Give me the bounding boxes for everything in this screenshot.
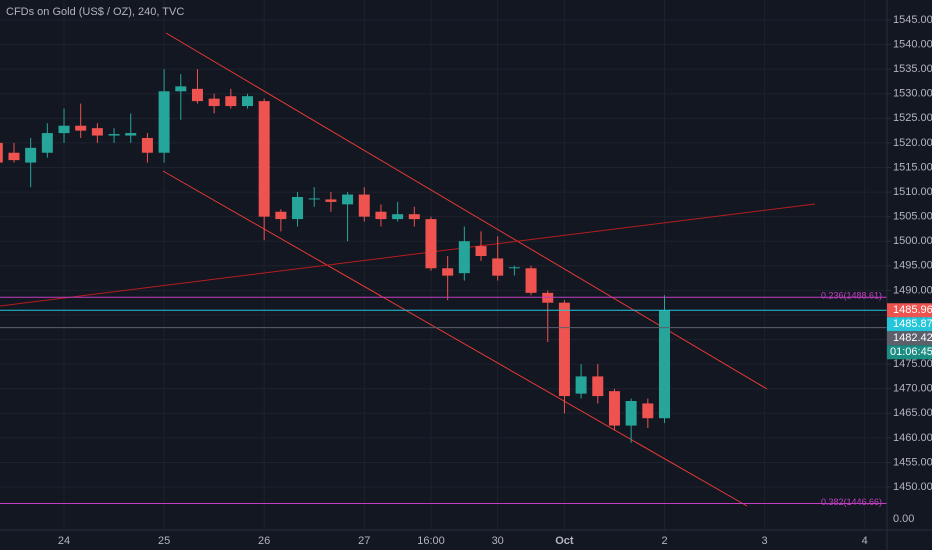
candle-body	[158, 91, 170, 153]
y-tick-label: 1520.00	[893, 137, 932, 149]
candle-body	[408, 214, 420, 220]
candle-body	[308, 198, 320, 200]
x-tick-label: 2	[661, 535, 667, 547]
candle-body	[608, 391, 620, 426]
candle-body	[542, 292, 554, 303]
candle-body	[508, 267, 520, 269]
candle-body	[325, 199, 337, 202]
candle-body	[375, 211, 387, 220]
candle-body	[242, 96, 253, 107]
candle-body	[659, 310, 670, 419]
candle-body	[75, 125, 87, 131]
candle-body	[0, 142, 3, 163]
candle-body	[492, 258, 504, 276]
y-tick-label: 1505.00	[893, 211, 932, 223]
candle-body	[458, 241, 470, 274]
candle-body	[575, 376, 587, 394]
candle-body	[191, 88, 203, 102]
candle-body	[25, 147, 37, 163]
candle-body	[8, 152, 20, 161]
y-tick-label: 1490.00	[893, 284, 932, 296]
price-tag	[887, 303, 932, 318]
candle-body	[275, 211, 287, 220]
y-tick-label: 1450.00	[893, 481, 932, 493]
candle-body	[625, 401, 637, 426]
chart-title: CFDs on Gold (US$ / OZ), 240, TVC	[6, 6, 184, 18]
candle-body	[475, 246, 487, 256]
candle-body	[41, 133, 53, 153]
x-tick-label: 4	[862, 535, 868, 547]
candle-body	[392, 214, 404, 220]
y-tick-label: 1540.00	[893, 38, 932, 50]
x-tick-label: 16:00	[417, 535, 445, 547]
candle-body	[108, 134, 120, 136]
y-tick-label: 1500.00	[893, 235, 932, 247]
candle-body	[125, 133, 137, 136]
candle-body	[91, 128, 103, 136]
y-tick-label: 1530.00	[893, 88, 932, 100]
candle-body	[558, 302, 570, 397]
countdown-label: 01:06:45	[890, 346, 932, 358]
candle-body	[208, 98, 220, 107]
price-tag-label: 1485.87	[893, 318, 932, 330]
price-tag-label: 1485.96	[893, 304, 932, 316]
y-tick-label: 1495.00	[893, 260, 932, 272]
y-tick-label: 1460.00	[893, 432, 932, 444]
y-tick-label: 1525.00	[893, 112, 932, 124]
price-tag-label: 1482.42	[893, 332, 932, 344]
x-tick-label: 3	[762, 535, 768, 547]
x-tick-label: 27	[358, 535, 370, 547]
y-tick-label: 1515.00	[893, 161, 932, 173]
fib-label: 0.382(1446.66)	[821, 497, 882, 507]
trend-line	[0, 203, 816, 307]
y-tick-label: 1545.00	[893, 14, 932, 26]
x-tick-label: 26	[258, 535, 270, 547]
candle-body	[175, 86, 187, 92]
candle-body	[358, 194, 370, 217]
candle-body	[525, 268, 537, 293]
candle-body	[425, 219, 437, 269]
candle-body	[258, 101, 270, 217]
candle-body	[642, 403, 654, 419]
x-tick-label: 30	[492, 535, 504, 547]
candle-body	[141, 137, 153, 153]
y-tick-label: 1475.00	[893, 358, 932, 370]
price-tag	[887, 317, 932, 332]
countdown-tag	[887, 345, 932, 360]
price-tag	[887, 331, 932, 346]
candle-body	[58, 125, 70, 134]
candle-body	[292, 196, 304, 220]
channel-lower	[162, 170, 748, 507]
x-tick-label: Oct	[555, 535, 574, 547]
y-tick-label: 1510.00	[893, 186, 932, 198]
x-tick-label: 24	[58, 535, 70, 547]
y-tick-label: 1470.00	[893, 383, 932, 395]
candle-body	[225, 96, 237, 107]
y-tick-label: 1465.00	[893, 407, 932, 419]
scale-note: 0.00	[893, 513, 914, 525]
y-tick-label: 1535.00	[893, 63, 932, 75]
y-tick-label: 1455.00	[893, 456, 932, 468]
candle-body	[592, 376, 604, 397]
candle-body	[342, 194, 354, 205]
fib-label: 0.236(1488.61)	[821, 291, 882, 301]
x-tick-label: 25	[158, 535, 170, 547]
candle-body	[442, 268, 454, 276]
